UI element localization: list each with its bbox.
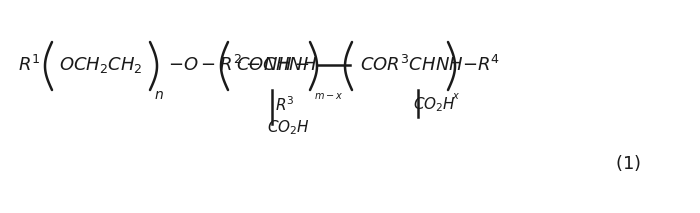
- Text: $R^3$: $R^3$: [275, 96, 295, 114]
- Text: $OCH_2CH_2$: $OCH_2CH_2$: [59, 55, 143, 75]
- Text: $(1)$: $(1)$: [615, 153, 641, 173]
- Text: $-R^4$: $-R^4$: [462, 55, 500, 75]
- Text: $CO_2H$: $CO_2H$: [267, 119, 310, 137]
- Text: $COR^3CHNH$: $COR^3CHNH$: [360, 55, 463, 75]
- Text: $COCHNH$: $COCHNH$: [236, 56, 317, 74]
- Text: $CO_2H$: $CO_2H$: [413, 96, 456, 114]
- Text: $_x$: $_x$: [452, 88, 460, 102]
- Text: $-O-R^2-NH-$: $-O-R^2-NH-$: [168, 55, 309, 75]
- Text: $_{m-x}$: $_{m-x}$: [314, 88, 344, 102]
- Text: $R^1$: $R^1$: [18, 55, 41, 75]
- Text: $n$: $n$: [154, 88, 164, 102]
